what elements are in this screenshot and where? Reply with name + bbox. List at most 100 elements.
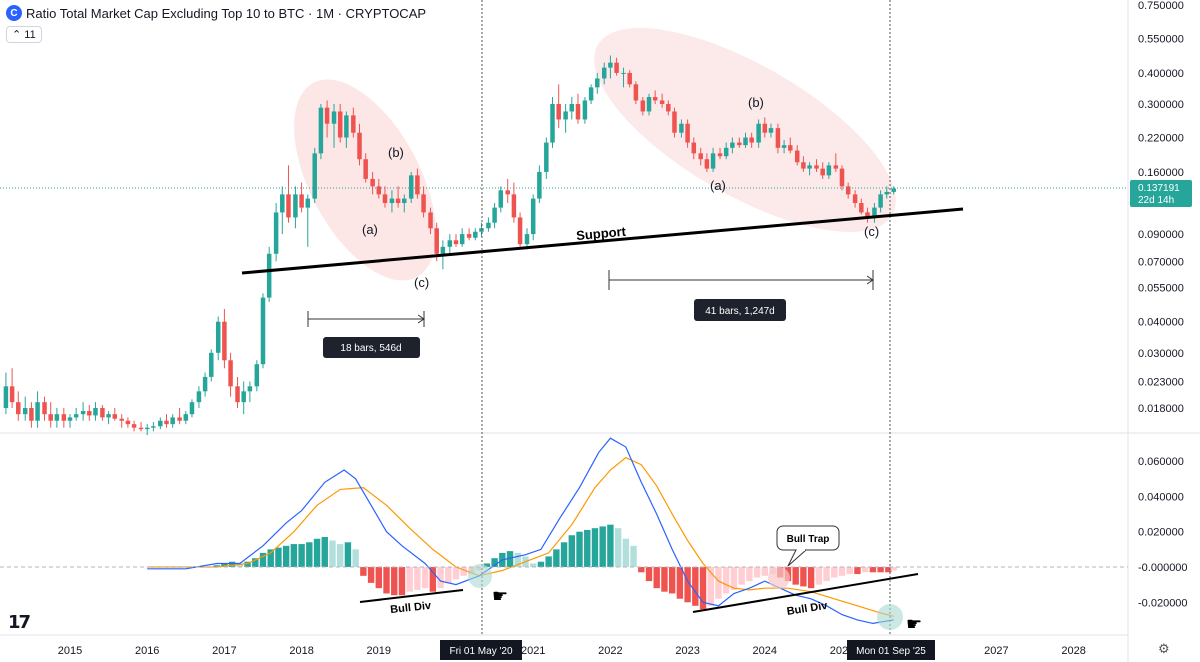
candle [293, 186, 298, 229]
histogram-bar [259, 552, 267, 567]
candle [833, 153, 839, 172]
crosshair-date-2: Mon 01 Sep '25 [856, 646, 926, 657]
candle [884, 186, 890, 199]
candle [704, 153, 710, 172]
histogram-bar [854, 567, 861, 575]
histogram-bar [560, 542, 568, 567]
candle [318, 104, 324, 160]
candle [344, 111, 349, 148]
date-range-measure-1[interactable]: 18 bars, 546d [307, 311, 425, 358]
candle [775, 123, 781, 154]
candle [48, 402, 53, 428]
histogram-bar [429, 567, 437, 592]
candle [691, 137, 697, 160]
bull-div-line-2[interactable] [692, 573, 919, 613]
histogram-bar [653, 567, 660, 589]
bull-trap-label: Bull Trap [787, 534, 830, 545]
candle [666, 100, 671, 116]
wave-label-b-1: (b) [388, 145, 404, 160]
tradingview-logo-icon[interactable]: 17 [8, 612, 31, 633]
bull-div-line-1[interactable] [359, 589, 464, 603]
histogram-bar [738, 567, 745, 585]
price-tick-label: 0.030000 [1138, 348, 1184, 360]
candle [228, 352, 233, 397]
histogram-bar [684, 567, 691, 603]
support-trendline[interactable] [241, 207, 964, 275]
candle [125, 417, 131, 428]
candle [100, 405, 105, 421]
histogram-bar [622, 538, 630, 567]
candle [112, 408, 118, 421]
price-tick-label: 0.055000 [1138, 282, 1184, 294]
candle [286, 165, 291, 223]
hand-cursor-icon-2: ☛ [906, 614, 922, 634]
candle [466, 228, 472, 241]
histogram-bar [545, 556, 552, 567]
candle [280, 186, 285, 235]
histogram-bar [815, 567, 823, 585]
candle [723, 142, 729, 160]
histogram-bar [599, 526, 606, 567]
candle [376, 178, 382, 199]
candle [177, 408, 182, 425]
macd-tick-label: 0.020000 [1138, 527, 1184, 539]
histogram-bar [282, 545, 290, 567]
indicator-count: 11 [24, 29, 36, 41]
histogram-bar [699, 567, 707, 610]
histogram-bar [452, 567, 460, 580]
histogram-bar [352, 549, 359, 567]
candle [351, 107, 356, 138]
bull-trap-callout[interactable]: Bull Trap [776, 525, 840, 567]
time-tick-label: 2015 [58, 645, 82, 657]
candle [370, 171, 375, 195]
candle [453, 234, 459, 247]
histogram-bar [584, 529, 591, 567]
settings-gear-icon[interactable]: ⚙ [1158, 641, 1170, 656]
candle [22, 396, 28, 421]
histogram-bar [383, 567, 390, 594]
candle [498, 186, 504, 213]
histogram-bar [421, 567, 429, 589]
candle [788, 137, 793, 154]
histogram-bar [877, 567, 884, 573]
candle [235, 376, 240, 408]
candle [852, 190, 858, 208]
candle [608, 55, 613, 79]
histogram-bar [228, 561, 236, 567]
candle [73, 408, 79, 421]
candle [595, 72, 600, 94]
candle [710, 147, 716, 172]
candle [202, 372, 208, 397]
histogram-bar [890, 567, 897, 571]
candle [421, 186, 426, 218]
candle [363, 153, 368, 183]
candle [189, 399, 195, 418]
candle [357, 123, 362, 166]
candle [337, 104, 343, 143]
candle [505, 178, 510, 204]
candle [106, 411, 111, 425]
price-tick-label: 0.400000 [1138, 68, 1184, 80]
cryptocap-logo-icon: C [6, 5, 22, 21]
candle [698, 147, 703, 166]
histogram-bar [792, 567, 799, 585]
candle [324, 100, 330, 138]
candle [209, 349, 214, 382]
price-tick-label: 0.220000 [1138, 133, 1184, 145]
date-range-measure-2[interactable]: 41 bars, 1,247d [608, 270, 874, 321]
candle [807, 162, 812, 176]
histogram-bar [275, 547, 282, 567]
candle [659, 93, 665, 108]
indicator-toggle-button[interactable]: ⌃ 11 [6, 26, 42, 43]
measure-1-label: 18 bars, 546d [340, 343, 401, 354]
histogram-bar [823, 567, 830, 582]
histogram-bar [861, 567, 869, 573]
histogram-bar [846, 567, 853, 575]
histogram-bar [460, 567, 467, 576]
histogram-bar [406, 567, 413, 592]
candle [652, 90, 658, 105]
candle [537, 165, 542, 204]
candle [511, 182, 517, 223]
histogram-bar [746, 567, 753, 582]
